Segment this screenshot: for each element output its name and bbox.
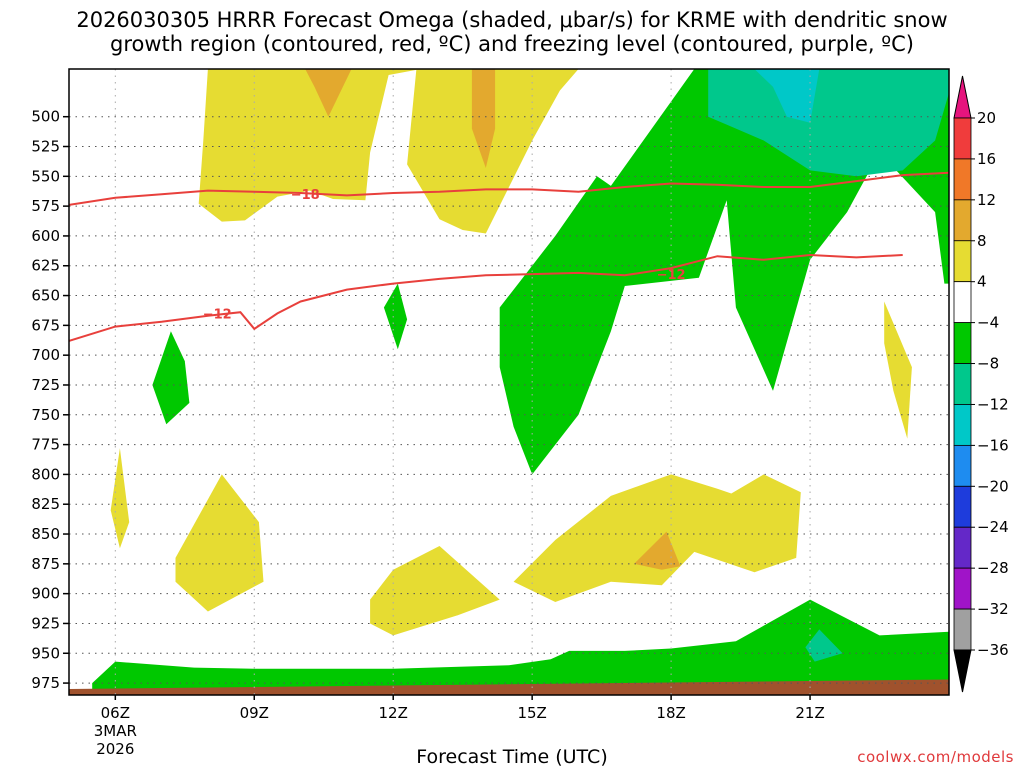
y-tick-label-900: 900 xyxy=(31,585,60,603)
x-tick-label-21Z: 21Z xyxy=(795,704,824,722)
y-tick-label-750: 750 xyxy=(31,406,60,424)
colorbar-label-4: 4 xyxy=(977,273,987,291)
omega-region-5 xyxy=(708,69,949,177)
colorbar-label-12: −32 xyxy=(977,600,1009,618)
colorbar-top-arrow xyxy=(953,75,972,119)
y-tick-label-575: 575 xyxy=(31,197,60,215)
colorbar-band-11 xyxy=(953,567,972,610)
y-tick-label-775: 775 xyxy=(31,436,60,454)
omega-region-13 xyxy=(513,474,801,602)
colorbar-band-4 xyxy=(953,281,972,324)
temp-contour-label-0: −18 xyxy=(291,188,320,203)
y-tick-label-950: 950 xyxy=(31,644,60,662)
x-axis-title: Forecast Time (UTC) xyxy=(416,746,608,768)
plot-frame xyxy=(68,68,950,696)
y-tick-label-525: 525 xyxy=(31,138,60,156)
temp-contour-1 xyxy=(532,253,903,277)
source-credit: coolwx.com/models xyxy=(857,748,1014,766)
y-tick-label-800: 800 xyxy=(31,465,60,483)
y-tick-label-975: 975 xyxy=(31,674,60,692)
ground-layer xyxy=(69,679,949,695)
colorbar-label-3: 8 xyxy=(977,232,987,250)
chart-title-line-1: 2026030305 HRRR Forecast Omega (shaded, … xyxy=(76,8,948,32)
colorbar-band-12 xyxy=(953,608,972,651)
y-tick-label-725: 725 xyxy=(31,376,60,394)
colorbar-band-3 xyxy=(953,240,972,283)
y-tick-label-825: 825 xyxy=(31,495,60,513)
colorbar-label-6: −8 xyxy=(977,355,999,373)
y-tick-label-500: 500 xyxy=(31,108,60,126)
x-tick-label-09Z: 09Z xyxy=(240,704,269,722)
colorbar-band-10 xyxy=(953,526,972,569)
y-tick-label-850: 850 xyxy=(31,525,60,543)
y-tick-label-600: 600 xyxy=(31,227,60,245)
temperature-contour-layer: −18 −12 −12 xyxy=(69,171,949,342)
omega-region-12 xyxy=(370,546,500,636)
omega-region-3 xyxy=(471,69,496,168)
colorbar-label-8: −16 xyxy=(977,436,1009,454)
omega-region-0 xyxy=(198,69,421,222)
colorbar-label-10: −24 xyxy=(977,518,1009,536)
temp-contour-2 xyxy=(69,273,533,342)
date-year-label: 2026 xyxy=(96,740,134,758)
date-month-label: 3MAR xyxy=(94,722,137,740)
ground-surface xyxy=(69,679,949,695)
omega-region-9 xyxy=(152,331,190,425)
omega-region-11 xyxy=(175,474,264,612)
x-tick-label-18Z: 18Z xyxy=(656,704,685,722)
colorbar-band-0 xyxy=(953,117,972,160)
y-tick-label-700: 700 xyxy=(31,346,60,364)
x-tick-label-12Z: 12Z xyxy=(379,704,408,722)
omega-region-8 xyxy=(383,283,408,350)
grid-layer xyxy=(69,69,949,695)
omega-region-2 xyxy=(305,69,352,117)
y-tick-label-650: 650 xyxy=(31,287,60,305)
colorbar-label-5: −4 xyxy=(977,314,999,332)
colorbar-label-0: 20 xyxy=(977,109,996,127)
colorbar-band-8 xyxy=(953,444,972,487)
y-tick-label-675: 675 xyxy=(31,316,60,334)
x-tick-label-15Z: 15Z xyxy=(517,704,546,722)
temp-contour-label-1: −12 xyxy=(657,268,686,283)
temp-contour-0 xyxy=(69,171,949,206)
colorbar-label-11: −28 xyxy=(977,559,1009,577)
omega-region-14 xyxy=(634,531,681,570)
y-tick-label-550: 550 xyxy=(31,167,60,185)
omega-shading-layer xyxy=(92,69,949,694)
colorbar-label-13: −36 xyxy=(977,641,1009,659)
temp-contour-label-2: −12 xyxy=(203,307,232,322)
omega-region-15 xyxy=(92,599,949,694)
omega-region-6 xyxy=(754,69,820,123)
omega-region-10 xyxy=(110,448,130,549)
omega-region-16 xyxy=(805,629,843,662)
colorbar-label-7: −12 xyxy=(977,395,1009,413)
colorbar-label-2: 12 xyxy=(977,191,996,209)
colorbar-band-7 xyxy=(953,404,972,446)
chart-title-line-2: growth region (contoured, red, ºC) and f… xyxy=(110,32,914,56)
y-tick-label-925: 925 xyxy=(31,614,60,632)
y-tick-label-875: 875 xyxy=(31,555,60,573)
colorbar-bottom-arrow xyxy=(953,649,972,693)
colorbar-label-9: −20 xyxy=(977,477,1009,495)
x-tick-label-06Z: 06Z xyxy=(101,704,130,722)
colorbar: 20 16 12 8 4 −4 −8 −12 −16 −20 −24 −28 −32 −36 xyxy=(953,75,1009,693)
colorbar-band-2 xyxy=(953,199,972,242)
omega-region-1 xyxy=(407,69,579,234)
colorbar-band-1 xyxy=(953,158,972,201)
omega-region-7 xyxy=(884,301,912,439)
y-axis: 500 525 550 575 600 625 650 675 700 725 750 775 800 8… xyxy=(31,108,69,692)
colorbar-label-1: 16 xyxy=(977,150,996,168)
y-tick-label-625: 625 xyxy=(31,257,60,275)
colorbar-band-6 xyxy=(953,363,972,405)
colorbar-band-9 xyxy=(953,485,972,528)
colorbar-band-5 xyxy=(953,322,972,364)
